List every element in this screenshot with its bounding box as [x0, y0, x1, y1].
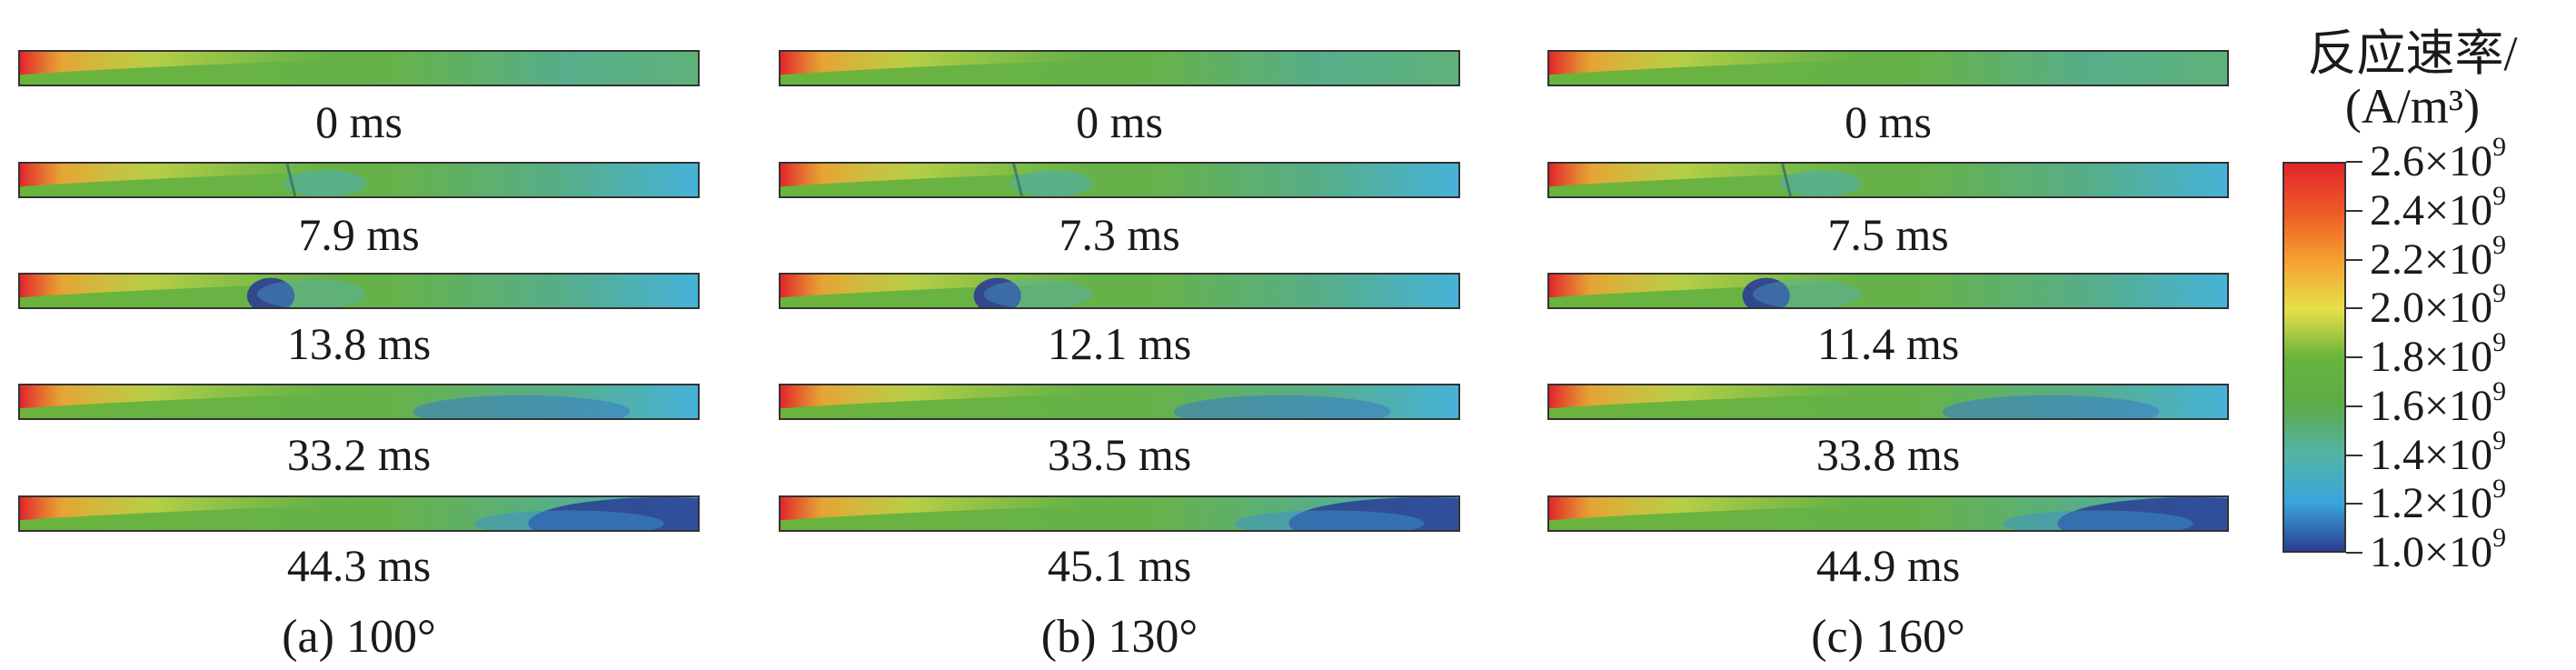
colorbar-tick: [2346, 209, 2362, 212]
time-label: 44.9 ms: [1815, 540, 1961, 591]
time-label: 7.3 ms: [1059, 209, 1180, 260]
time-label: 0 ms: [1076, 96, 1163, 147]
colorbar-tick: [2346, 307, 2362, 310]
time-label: 13.8 ms: [286, 318, 432, 369]
colorbar-tick-label: 2.4×109: [2370, 180, 2507, 235]
field-strip: [18, 384, 700, 420]
time-label: 11.4 ms: [1816, 318, 1960, 369]
time-label: 7.9 ms: [298, 209, 420, 260]
colorbar-tick: [2346, 503, 2362, 505]
panel-caption: (b) 130°: [1040, 611, 1198, 663]
field-strip: [1547, 50, 2229, 86]
field-strip: [1547, 495, 2229, 532]
field-strip: [779, 50, 1460, 86]
colorbar-tick-label: 2.6×109: [2370, 132, 2507, 185]
field-strip: [18, 162, 700, 198]
colorbar-title-unit: (A/m³): [2344, 79, 2481, 134]
time-label: 0 ms: [315, 96, 403, 147]
field-strip: [18, 50, 700, 86]
field-strip: [779, 495, 1460, 532]
panel-caption: (a) 100°: [282, 611, 436, 663]
colorbar-tick-label: 2.0×109: [2370, 278, 2507, 333]
field-strip: [779, 384, 1460, 420]
colorbar-tick: [2346, 258, 2362, 261]
colorbar-tick: [2346, 405, 2362, 407]
colorbar-title-quantity: 反应速率/: [2307, 26, 2518, 81]
time-label: 45.1 ms: [1047, 540, 1192, 591]
colorbar-tick-label: 1.2×109: [2370, 474, 2507, 528]
field-strip: [779, 162, 1460, 198]
field-strip: [1547, 162, 2229, 198]
field-strip: [18, 273, 700, 309]
field-strip: [1547, 384, 2229, 420]
colorbar-tick: [2346, 356, 2362, 358]
colorbar: [2283, 162, 2346, 553]
field-strip: [779, 273, 1460, 309]
time-label: 33.8 ms: [1815, 429, 1961, 480]
colorbar-tick: [2346, 454, 2362, 456]
time-label: 0 ms: [1845, 96, 1932, 147]
colorbar-tick: [2346, 552, 2362, 554]
time-label: 33.5 ms: [1047, 429, 1192, 480]
colorbar-tick-label: 1.0×109: [2370, 523, 2507, 576]
time-label: 44.3 ms: [286, 540, 432, 591]
colorbar-tick: [2346, 161, 2362, 163]
colorbar-tick-label: 1.6×109: [2370, 375, 2507, 430]
colorbar-tick-label: 1.4×109: [2370, 425, 2507, 479]
colorbar-tick-label: 1.8×109: [2370, 327, 2507, 381]
time-label: 7.5 ms: [1827, 209, 1949, 260]
colorbar-tick-label: 2.2×109: [2370, 229, 2507, 284]
time-label: 33.2 ms: [286, 429, 432, 480]
panel-caption: (c) 160°: [1811, 611, 1965, 663]
field-strip: [18, 495, 700, 532]
time-label: 12.1 ms: [1047, 318, 1192, 369]
field-strip: [1547, 273, 2229, 309]
colorbar-title: 反应速率/ (A/m³): [2263, 27, 2562, 133]
